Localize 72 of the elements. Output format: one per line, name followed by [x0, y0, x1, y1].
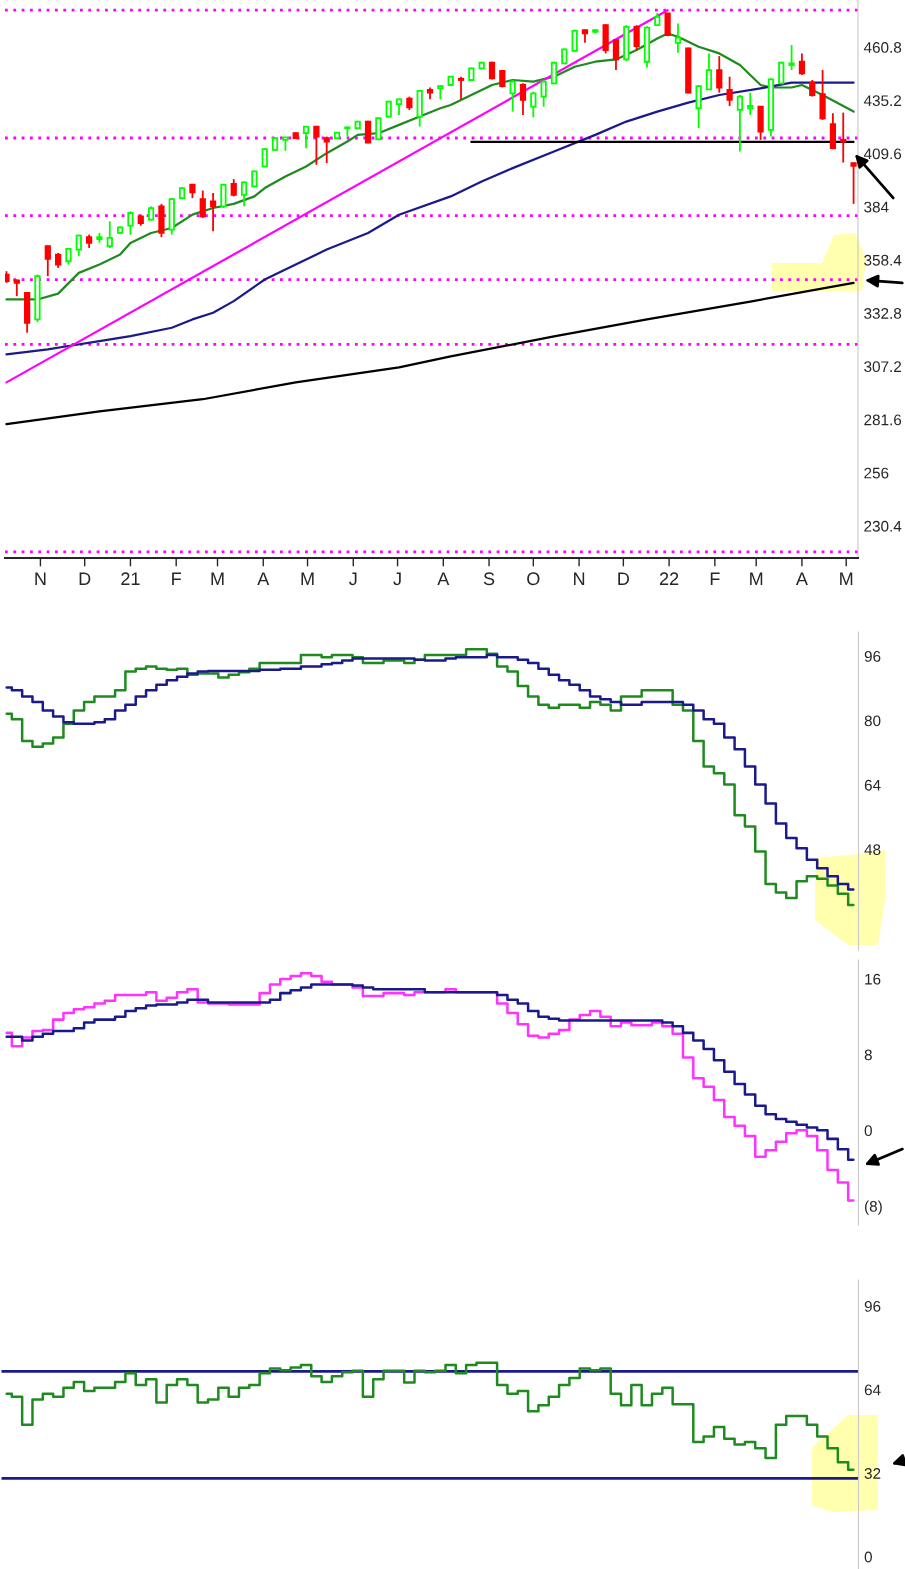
candlestick	[633, 24, 640, 51]
y-tick-label: 0	[864, 1551, 872, 1563]
x-tick-label: F	[710, 572, 720, 585]
x-tick-label: F	[172, 572, 181, 585]
candlestick	[519, 82, 527, 116]
y-tick-label: 281.6	[864, 414, 902, 426]
y-tick-label: 80	[864, 715, 881, 727]
candlestick	[127, 210, 134, 236]
candlestick	[240, 180, 248, 208]
x-tick-label: A	[257, 572, 270, 585]
y-tick-label: 96	[864, 1300, 881, 1312]
x-tick-label: A	[437, 572, 450, 585]
candlestick	[736, 94, 744, 153]
x-tick-label: 21	[121, 572, 140, 585]
candlestick	[209, 192, 217, 233]
candlestick	[798, 52, 806, 76]
candlestick	[220, 183, 227, 209]
candlestick	[788, 44, 795, 71]
candlestick	[457, 75, 465, 101]
x-tick-label: J	[393, 572, 401, 586]
candlestick	[313, 125, 320, 166]
x-tick-label: J	[349, 572, 357, 586]
candlestick	[850, 161, 857, 205]
x-tick-label: D	[79, 572, 91, 585]
x-tick-label: A	[795, 572, 808, 585]
y-tick-label: 307.2	[864, 361, 902, 373]
x-tick-label: O	[527, 572, 540, 586]
y-tick-label: 32	[864, 1468, 881, 1479]
x-tick-label: N	[574, 572, 585, 585]
y-tick-label: 16	[865, 973, 881, 985]
y-tick-label: 409.6	[863, 148, 902, 160]
candlestick	[716, 55, 723, 94]
line-series	[5, 81, 855, 356]
candlestick	[44, 244, 51, 278]
candlestick	[726, 75, 733, 107]
candlestick	[106, 220, 113, 249]
y-tick-label: (8)	[865, 1200, 882, 1215]
y-tick-label: 230.4	[864, 520, 902, 532]
y-tick-label: 64	[864, 1384, 881, 1396]
candlestick	[199, 189, 206, 219]
candlestick	[509, 79, 516, 113]
candlestick	[695, 84, 702, 130]
candlestick	[540, 79, 547, 108]
candlestick	[612, 38, 620, 71]
candlestick	[530, 90, 537, 119]
x-tick-label: N	[35, 572, 46, 585]
line-series	[5, 32, 855, 301]
x-tick-label: M	[211, 572, 224, 585]
y-tick-label: 0	[864, 1125, 872, 1137]
x-tick-label: 22	[659, 572, 679, 585]
y-tick-label: 96	[864, 651, 881, 662]
y-tick-label: 256	[864, 467, 889, 479]
y-tick-label: 460.8	[863, 42, 902, 53]
candlestick	[323, 135, 330, 165]
y-tick-label: 435.2	[863, 95, 902, 107]
line-series	[5, 281, 855, 426]
x-tick-label: M	[840, 572, 853, 585]
x-tick-label: M	[301, 572, 314, 585]
candlestick	[375, 116, 382, 141]
x-tick-label: D	[618, 572, 630, 585]
y-tick-label: 8	[864, 1049, 872, 1061]
y-tick-label: 332.8	[864, 308, 902, 319]
candlestick	[674, 22, 682, 54]
y-tick-label: 358.4	[864, 254, 902, 266]
y-tick-label: 64	[864, 779, 881, 791]
y-tick-label: 48	[864, 844, 881, 856]
candlestick	[747, 91, 754, 116]
y-tick-label: 384	[864, 201, 889, 213]
x-tick-label: M	[750, 572, 763, 585]
x-tick-label: S	[483, 572, 495, 586]
candlestick	[705, 52, 713, 91]
candlestick	[840, 111, 847, 164]
